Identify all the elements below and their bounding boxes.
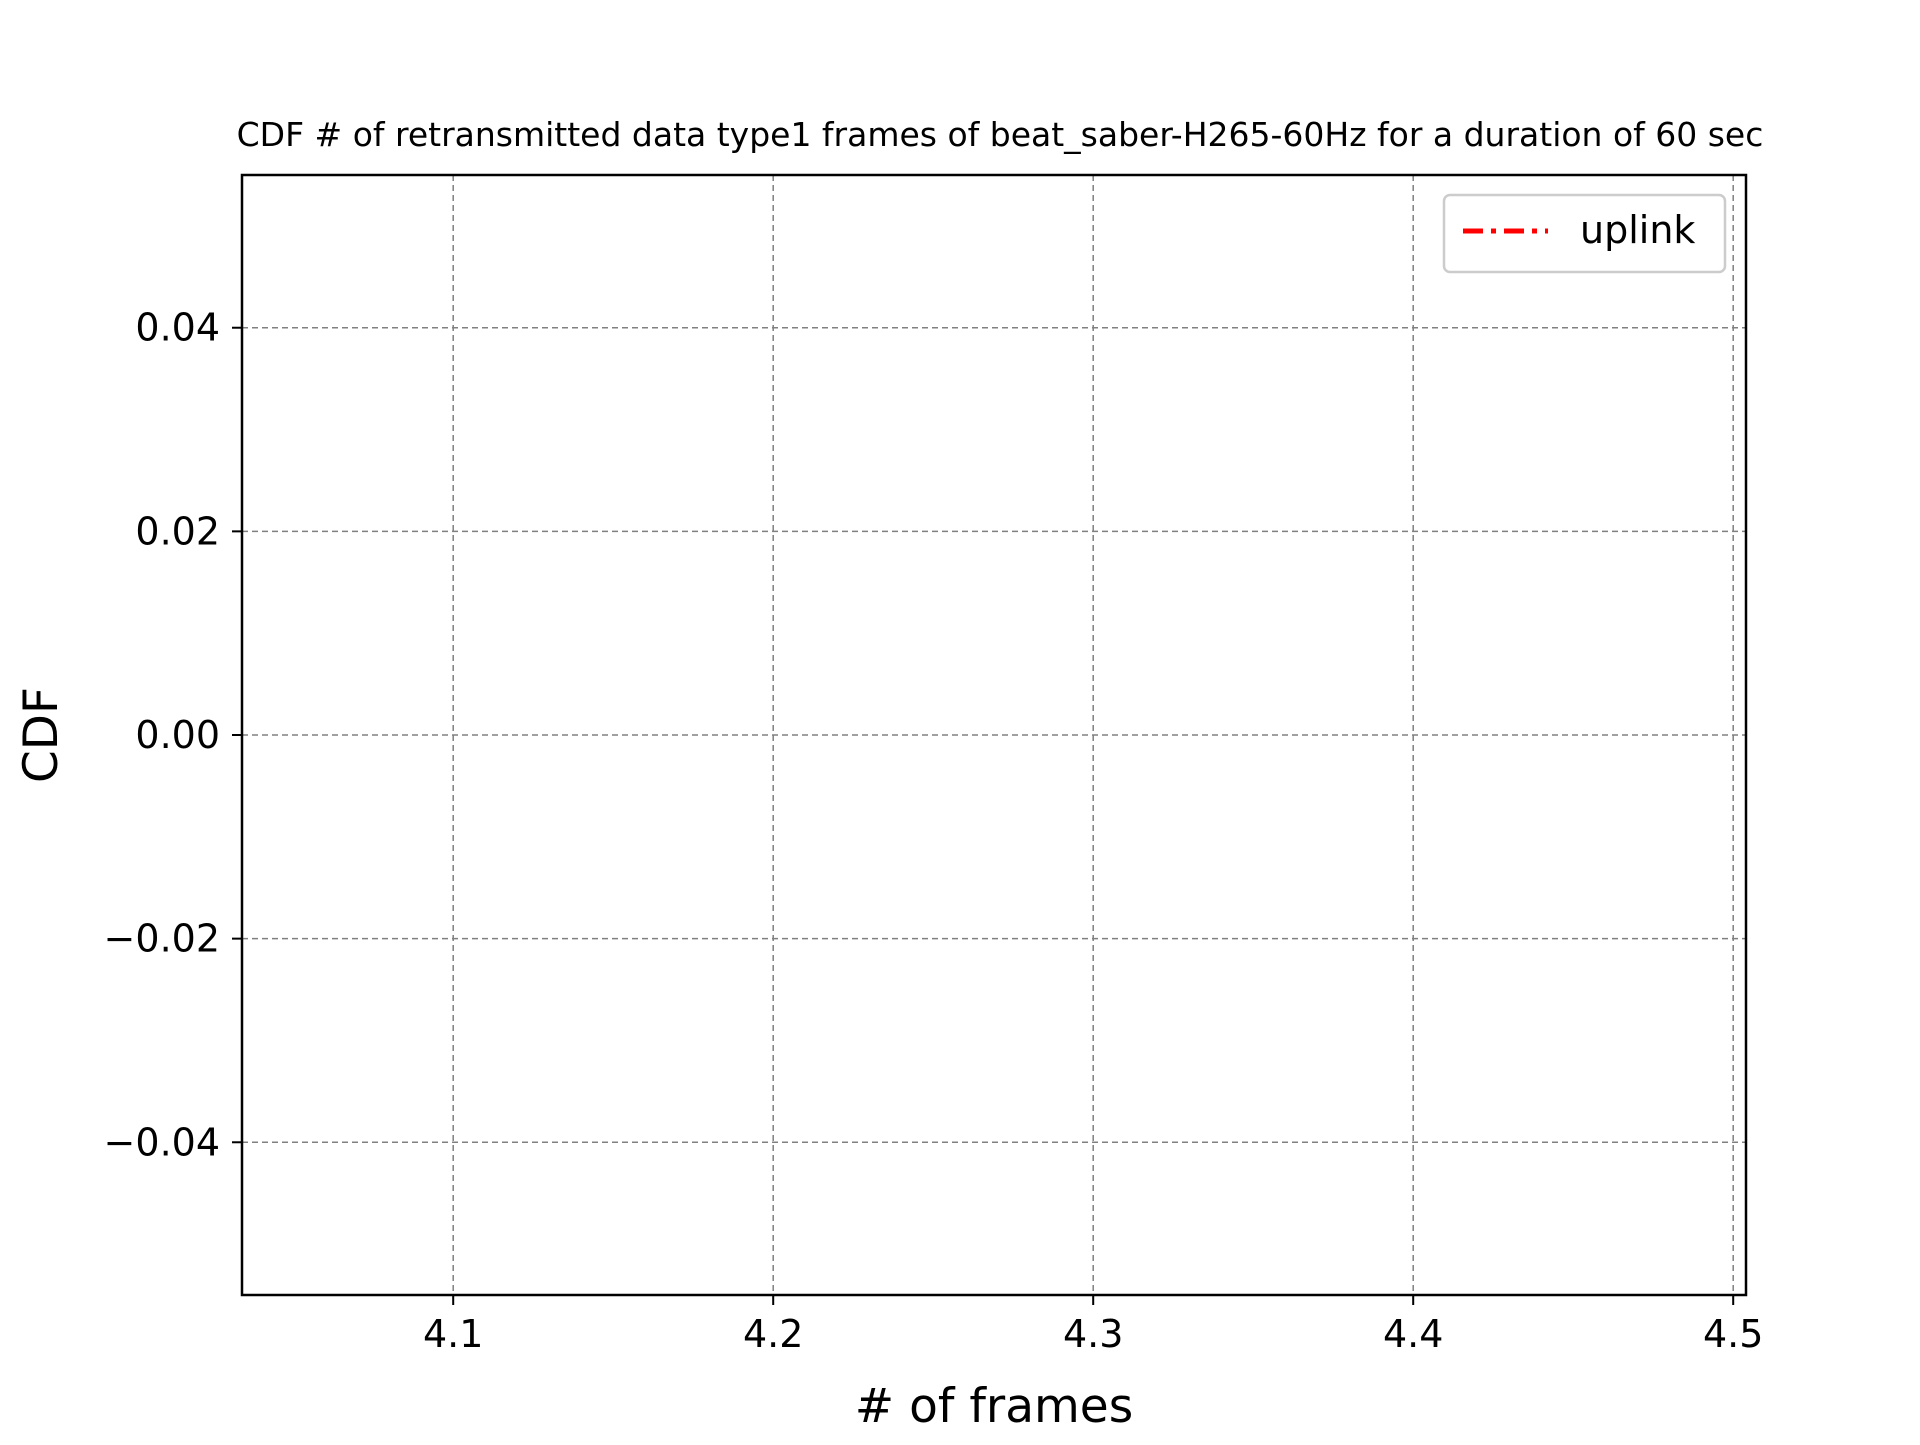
y-axis-label: CDF <box>14 687 69 783</box>
chart-title: CDF # of retransmitted data type1 frames… <box>237 115 1764 154</box>
y-tick-label: 0.04 <box>135 306 220 350</box>
y-tick-label: 0.02 <box>135 509 220 553</box>
y-tick-label: −0.02 <box>104 917 220 961</box>
x-tick-label: 4.5 <box>1703 1312 1763 1356</box>
axis-ticks: 4.1 4.2 4.3 4.4 4.5 0.04 0.02 0.00 −0.02 −0.04 <box>104 306 1764 1356</box>
x-tick-label: 4.3 <box>1063 1312 1123 1356</box>
x-tick-label: 4.4 <box>1383 1312 1443 1356</box>
y-tick-label: −0.04 <box>104 1120 220 1164</box>
legend[interactable]: uplink <box>1442 193 1727 274</box>
y-tick-label: 0.00 <box>135 713 220 757</box>
x-axis-label: # of frames <box>855 1379 1133 1434</box>
grid-lines <box>242 175 1746 1295</box>
legend-box <box>1442 193 1727 274</box>
legend-label-uplink: uplink <box>1580 208 1695 252</box>
x-tick-label: 4.1 <box>423 1312 483 1356</box>
x-tick-label: 4.2 <box>743 1312 803 1356</box>
